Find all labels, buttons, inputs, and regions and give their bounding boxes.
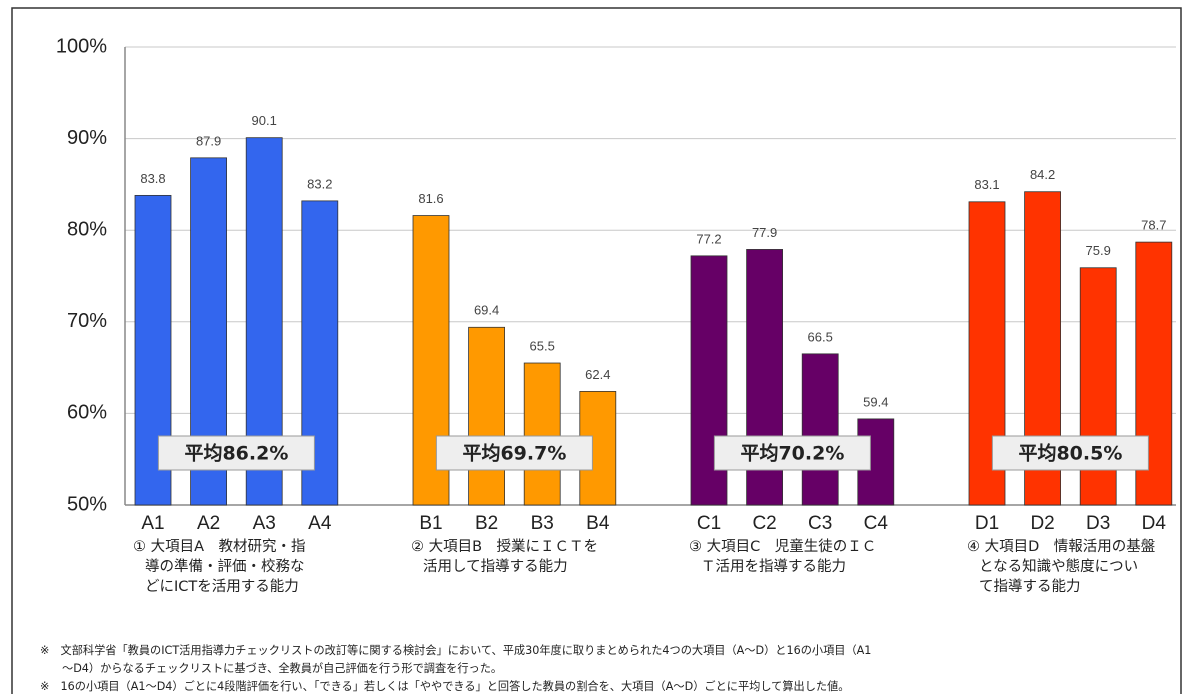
footnote: ※ 文部科学省「教員のICT活用指導力チェックリストの改訂等に関する検討会」にお… <box>40 643 871 657</box>
average-label: 平均69.7% <box>462 442 566 465</box>
value-label: 83.8 <box>140 171 165 186</box>
x-tick-label: D4 <box>1142 513 1167 534</box>
average-box <box>991 435 1149 471</box>
average-label: 平均70.2% <box>740 442 844 465</box>
footnote: ～D4）からなるチェックリストに基づき、全教員が自己評価を行う形で調査を行った。 <box>62 661 502 675</box>
x-tick-label: C3 <box>808 513 832 534</box>
value-label: 83.2 <box>307 176 332 191</box>
y-tick-label: 80% <box>67 218 107 240</box>
x-tick-label: A2 <box>197 513 220 534</box>
group-label: どにICTを活用する能力 <box>145 578 299 595</box>
x-tick-label: A1 <box>141 513 164 534</box>
value-label: 84.2 <box>1030 167 1055 182</box>
y-tick-label: 90% <box>67 127 107 149</box>
value-label: 69.4 <box>474 303 499 318</box>
y-tick-label: 70% <box>67 310 107 332</box>
value-label: 77.9 <box>752 225 777 240</box>
x-tick-label: B3 <box>531 513 554 534</box>
x-tick-label: D3 <box>1086 513 1110 534</box>
group-label: ④ 大項目D 情報活用の基盤 <box>967 538 1155 555</box>
group-label: 活用して指導する能力 <box>423 558 568 575</box>
group-label: となる知識や態度につい <box>979 558 1138 575</box>
bar <box>801 353 839 506</box>
average-label: 平均86.2% <box>184 442 288 465</box>
average-box <box>157 435 315 471</box>
bar <box>523 362 561 506</box>
x-tick-label: B4 <box>586 513 610 534</box>
value-label: 87.9 <box>196 133 221 148</box>
value-label: 62.4 <box>585 367 610 382</box>
x-tick-label: B1 <box>419 513 442 534</box>
y-tick-label: 50% <box>67 493 107 515</box>
value-label: 90.1 <box>252 113 277 128</box>
frame <box>11 7 1182 694</box>
average-box <box>435 435 593 471</box>
x-tick-label: C2 <box>752 513 776 534</box>
group-label: て指導する能力 <box>979 578 1081 595</box>
value-label: 83.1 <box>974 177 999 192</box>
x-tick-label: D2 <box>1030 513 1054 534</box>
value-label: 75.9 <box>1086 243 1111 258</box>
average-box <box>713 435 871 471</box>
group-label: ① 大項目A 教材研究・指 <box>133 538 306 555</box>
group-label: ② 大項目B 授業にＩＣＴを <box>411 538 598 555</box>
value-label: 78.7 <box>1141 218 1166 233</box>
footnote: ※ 16の小項目（A1～D4）ごとに4段階評価を行い、「できる」若しくは「ややで… <box>40 679 850 693</box>
x-tick-label: D1 <box>975 513 999 534</box>
x-tick-label: C1 <box>697 513 721 534</box>
group-label: Ｔ活用を指導する能力 <box>701 558 846 575</box>
value-label: 59.4 <box>863 394 888 409</box>
average-label: 平均80.5% <box>1018 442 1122 465</box>
x-tick-label: A3 <box>253 513 276 534</box>
group-label: ③ 大項目C 児童生徒のＩＣ <box>689 537 876 555</box>
y-tick-label: 100% <box>56 35 107 57</box>
bar <box>468 326 506 506</box>
x-tick-label: C4 <box>864 513 889 534</box>
x-tick-label: B2 <box>475 513 498 534</box>
value-label: 66.5 <box>808 329 833 344</box>
y-tick-label: 60% <box>67 402 107 424</box>
x-tick-label: A4 <box>308 513 332 534</box>
value-label: 81.6 <box>418 191 443 206</box>
value-label: 77.2 <box>696 231 721 246</box>
group-label: 導の準備・評価・校務な <box>145 558 305 575</box>
value-label: 65.5 <box>530 338 555 353</box>
